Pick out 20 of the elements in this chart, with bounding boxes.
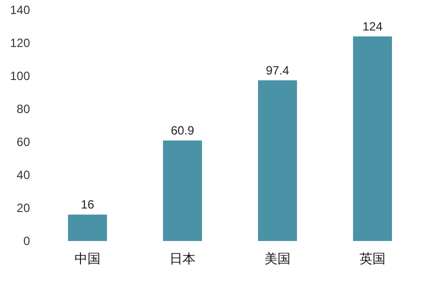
y-tick-label: 120 xyxy=(10,36,30,50)
y-tick-label: 60 xyxy=(16,135,30,149)
bar xyxy=(68,214,107,241)
x-tick-label: 英国 xyxy=(360,251,386,266)
x-tick-label: 日本 xyxy=(170,251,196,266)
y-tick-label: 80 xyxy=(16,102,30,116)
y-tick-label: 20 xyxy=(16,201,30,215)
bar xyxy=(163,140,202,241)
y-tick-label: 40 xyxy=(16,168,30,182)
bar xyxy=(258,80,297,241)
x-tick-label: 中国 xyxy=(74,251,100,266)
y-tick-label: 100 xyxy=(10,69,30,83)
y-tick-label: 0 xyxy=(23,234,30,248)
bar xyxy=(353,36,392,241)
y-tick-label: 140 xyxy=(10,3,30,17)
data-label: 124 xyxy=(362,19,383,34)
x-tick-label: 美国 xyxy=(264,251,290,266)
data-label: 97.4 xyxy=(266,63,290,78)
data-label: 16 xyxy=(80,198,94,212)
data-label: 60.9 xyxy=(170,124,194,138)
